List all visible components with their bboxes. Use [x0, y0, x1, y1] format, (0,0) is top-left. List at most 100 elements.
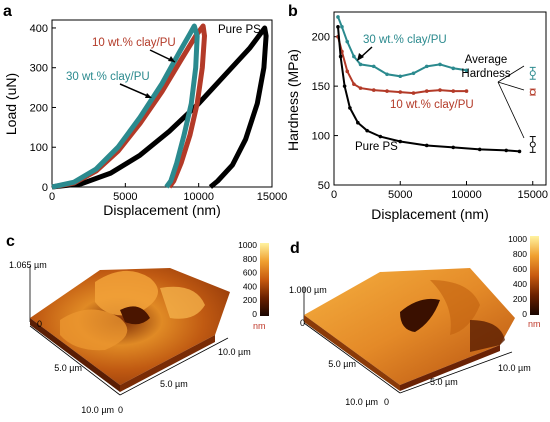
c-ridge-2	[60, 309, 128, 351]
d-x-label-1: 10.0 µm	[498, 363, 531, 373]
a-ytick-label-1: 100	[30, 142, 48, 154]
b-point-30-wt-clay-pu-7	[398, 74, 403, 79]
legend-pointer-1	[497, 65, 525, 83]
a-xtick-label-2: 10000	[183, 191, 214, 203]
b-point-30-wt-clay-pu-2	[345, 39, 350, 44]
annotation-pure-ps: Pure PS	[218, 24, 261, 36]
b-point-pure-ps-0	[336, 25, 340, 29]
b-point-30-wt-clay-pu-0	[336, 15, 340, 19]
a-xtick-label-3: 15000	[257, 191, 288, 203]
a-ytick-label-0: 0	[42, 182, 48, 194]
d-colorbar-tick-1: 800	[513, 249, 527, 259]
c-pit	[120, 306, 150, 325]
b-average-30-wt-clay-pu	[529, 70, 536, 77]
c-x-label-1: 10.0 µm	[218, 347, 251, 357]
c-corner-front: 0	[118, 405, 123, 415]
c-colorbar-tick-5: 0	[252, 309, 257, 319]
b-point-pure-ps-5	[365, 128, 369, 133]
b-point-pure-ps-11	[504, 148, 509, 153]
b-point-10-wt-clay-pu-6	[385, 89, 389, 93]
b-xtick-label-2: 10000	[451, 189, 482, 201]
b-point-pure-ps-9	[451, 145, 456, 150]
d-axis-right	[399, 351, 513, 394]
c-y-label-0: 10.0 µm	[81, 405, 114, 415]
panel-b-letter: b	[288, 3, 298, 20]
b-point-30-wt-clay-pu-1	[340, 25, 344, 29]
c-base-left	[30, 318, 120, 392]
c-colorbar-tick-2: 600	[243, 268, 257, 278]
legend-pointer-3	[497, 81, 525, 139]
c-y-label-1: 5.0 µm	[54, 363, 82, 373]
legend-average: Average	[465, 54, 508, 66]
b-point-pure-ps-12	[517, 149, 522, 154]
c-colorbar	[260, 243, 269, 316]
d-dark-edge	[470, 320, 505, 352]
d-x-label-0: 5.0 µm	[430, 377, 458, 387]
a-ytick-label-2: 200	[30, 102, 48, 114]
panel-a-xlabel: Displacement (nm)	[103, 202, 220, 218]
d-y-label-0: 10.0 µm	[345, 397, 378, 407]
panel-d: d 1.000 µm 0 5.0 µm 10.0 µm 0 5.0 µm 10.…	[289, 234, 541, 407]
d-colorbar-tick-4: 200	[513, 294, 527, 304]
b-xtick-label-3: 15000	[517, 189, 548, 201]
d-corner-front: 0	[384, 397, 389, 407]
b-xtick-label-1: 5000	[388, 189, 412, 201]
b-ytick-label-3: 200	[312, 32, 330, 44]
legend-hardness: Hardness	[461, 68, 510, 80]
b-point-pure-ps-4	[356, 120, 360, 125]
d-base-right	[400, 345, 500, 391]
d-pit	[400, 298, 440, 332]
b-average-10-wt-clay-pu	[529, 89, 536, 96]
annotation-30wt: 30 wt.% clay/PU	[66, 71, 150, 83]
d-ridge-1	[430, 280, 480, 335]
b-point-30-wt-clay-pu-4	[358, 62, 363, 67]
b-point-10-wt-clay-pu-9	[424, 89, 429, 93]
b-point-pure-ps-8	[424, 143, 429, 148]
b-point-30-wt-clay-pu-6	[385, 72, 389, 77]
b-point-pure-ps-3	[348, 106, 352, 110]
b-point-30-wt-clay-pu-3	[352, 54, 356, 59]
c-colorbar-tick-1: 800	[243, 254, 257, 264]
panel-a: a 0 5000 10000 15000 0 100 200 300 400 Displacem…	[3, 3, 287, 218]
a-ytick-label-3: 300	[30, 63, 48, 75]
arrow-30wt-b-head	[357, 53, 364, 61]
b-point-30-wt-clay-pu-9	[424, 64, 429, 69]
b-point-pure-ps-6	[378, 134, 383, 139]
panel-a-ylabel: Load (uN)	[3, 73, 19, 135]
annotation-30wt-b: 30 wt.% clay/PU	[363, 34, 447, 46]
c-x-label-0: 5.0 µm	[160, 379, 188, 389]
arrow-30wt-head	[145, 93, 152, 98]
d-colorbar-unit: nm	[528, 319, 541, 329]
b-point-10-wt-clay-pu-2	[345, 69, 350, 74]
b-point-30-wt-clay-pu-10	[438, 62, 442, 67]
b-xtick-label-0: 0	[331, 189, 337, 201]
a-series-30-wt-clay-pu	[51, 23, 200, 190]
c-ridge-3	[160, 286, 205, 319]
c-ridge-1	[95, 270, 158, 316]
d-colorbar-tick-2: 600	[513, 264, 527, 274]
c-axis-right	[119, 337, 229, 396]
c-axis-left	[29, 325, 121, 396]
c-z-label: 1.065 µm	[9, 260, 47, 270]
panel-c: c 1.065 µm 0 5.0 µm 10.0 µm 0 5.0 µm 10.…	[6, 233, 269, 415]
b-point-pure-ps-7	[398, 139, 403, 144]
d-y-label-1: 5.0 µm	[328, 359, 356, 369]
b-ytick-label-0: 50	[318, 180, 330, 192]
d-colorbar-tick-5: 0	[522, 309, 527, 319]
b-point-30-wt-clay-pu-8	[411, 71, 416, 76]
b-average-pure-ps	[529, 141, 536, 148]
d-corner-left: 0	[300, 318, 305, 328]
d-base-left	[304, 315, 400, 391]
b-series-30-wt-clay-pu	[337, 16, 467, 78]
b-point-10-wt-clay-pu-7	[398, 90, 403, 94]
b-point-pure-ps-2	[342, 84, 347, 88]
d-colorbar-tick-3: 400	[513, 279, 527, 289]
b-point-30-wt-clay-pu-11	[451, 66, 456, 71]
panel-d-letter: d	[290, 240, 300, 257]
b-point-30-wt-clay-pu-12	[464, 68, 469, 73]
b-point-pure-ps-1	[338, 54, 343, 59]
d-axis-left	[303, 322, 401, 394]
b-point-10-wt-clay-pu-5	[371, 88, 376, 92]
d-z-label: 1.000 µm	[289, 285, 327, 295]
